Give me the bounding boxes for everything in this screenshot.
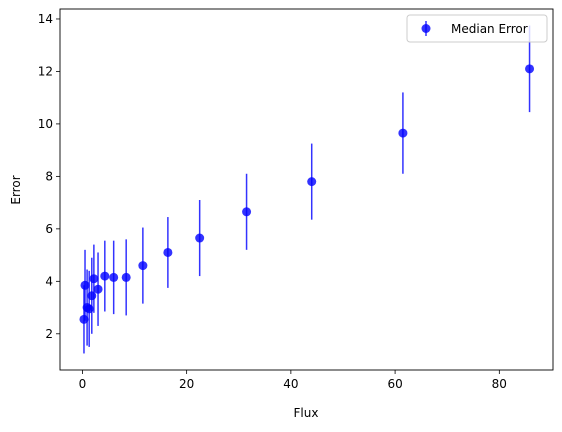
data-point bbox=[525, 64, 535, 74]
axes-frame bbox=[59, 8, 554, 371]
x-tick-label: 20 bbox=[179, 377, 194, 391]
data-point bbox=[307, 177, 317, 187]
data-point bbox=[195, 233, 205, 243]
y-axis-ticks: 2 4 6 8 10 12 14 bbox=[38, 12, 60, 341]
x-tick-label: 0 bbox=[79, 377, 87, 391]
y-tick-label: 2 bbox=[45, 327, 53, 341]
y-tick-label: 4 bbox=[45, 274, 53, 288]
y-tick-label: 6 bbox=[45, 222, 53, 236]
data-point bbox=[121, 272, 131, 282]
data-point bbox=[138, 261, 148, 271]
y-tick-label: 8 bbox=[45, 169, 53, 183]
x-tick-label: 60 bbox=[387, 377, 402, 391]
legend-box bbox=[406, 14, 548, 43]
data-point bbox=[89, 274, 99, 284]
y-tick-label: 10 bbox=[38, 117, 53, 131]
data-point bbox=[84, 304, 94, 314]
data-point bbox=[109, 272, 119, 282]
data-point bbox=[79, 314, 89, 324]
data-point bbox=[242, 207, 252, 217]
legend: Median Error bbox=[406, 14, 548, 43]
data-points bbox=[79, 64, 535, 324]
y-axis-label: Error bbox=[9, 175, 23, 204]
legend-entry-label: Median Error bbox=[451, 22, 528, 36]
x-axis-label: Flux bbox=[294, 406, 319, 420]
x-tick-label: 80 bbox=[492, 377, 507, 391]
data-point bbox=[100, 271, 110, 281]
legend-marker-icon bbox=[421, 24, 431, 33]
data-point bbox=[93, 284, 103, 294]
data-point bbox=[80, 280, 90, 290]
x-tick-label: 40 bbox=[283, 377, 298, 391]
data-point bbox=[398, 128, 408, 138]
data-point bbox=[163, 247, 173, 257]
x-axis-ticks: 0 20 40 60 80 bbox=[79, 370, 507, 391]
y-tick-label: 12 bbox=[38, 64, 53, 78]
data-point bbox=[87, 291, 97, 301]
y-tick-label: 14 bbox=[38, 12, 53, 26]
